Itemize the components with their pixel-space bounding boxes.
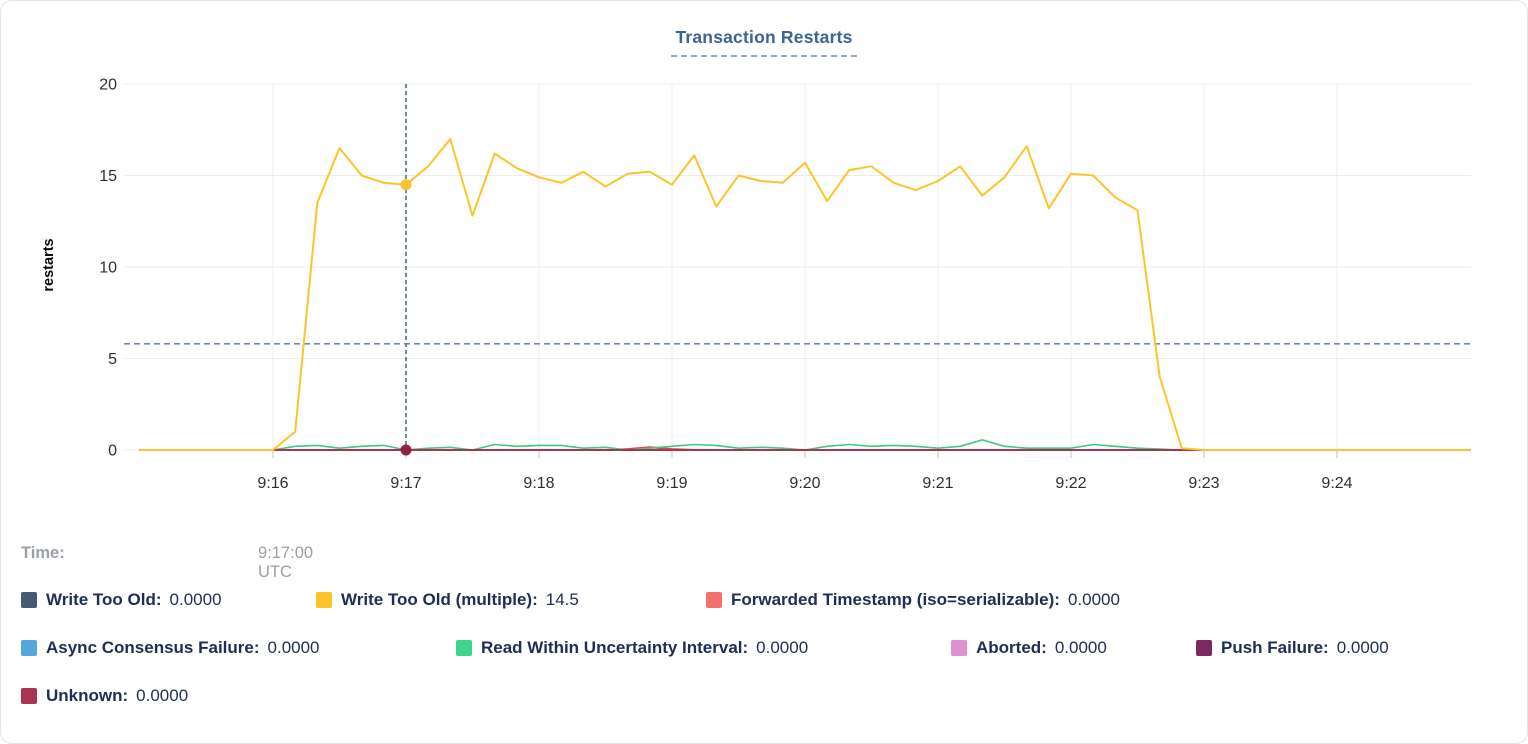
x-tick-label: 9:17 xyxy=(390,475,421,492)
hover-point xyxy=(400,179,412,191)
y-tick-label: 5 xyxy=(108,351,117,368)
legend-entry: Write Too Old: 0.0000 xyxy=(21,589,222,611)
legend-entry: Read Within Uncertainty Interval: 0.0000 xyxy=(456,637,808,659)
transaction-restarts-chart[interactable]: 0 5 10 15 20 9:16 9:17 9:18 9:19 9:20 9:21 9:22 9:23… xyxy=(1,1,1528,521)
legend-value: 0.0000 xyxy=(756,638,809,657)
legend-value: 14.5 xyxy=(545,590,579,609)
legend-swatch xyxy=(316,592,332,608)
legend-label: Read Within Uncertainty Interval: xyxy=(481,638,749,657)
x-tick-label: 9:19 xyxy=(656,475,687,492)
legend-entry: Forwarded Timestamp (iso=serializable): 0… xyxy=(706,589,1120,611)
legend-entry: Write Too Old (multiple): 14.5 xyxy=(316,589,579,611)
legend-swatch xyxy=(1196,640,1212,656)
legend-value: 0.0000 xyxy=(169,590,222,609)
legend-swatch xyxy=(21,640,37,656)
chart-header: Transaction Restarts xyxy=(1,27,1527,57)
time-value: 9:17:00 UTC xyxy=(258,544,314,581)
y-tick-label: 10 xyxy=(99,260,117,277)
legend-value: 0.0000 xyxy=(1336,638,1389,657)
x-tick-label: 9:16 xyxy=(257,475,288,492)
y-tick-label: 20 xyxy=(99,77,117,94)
legend-swatch xyxy=(21,688,37,704)
legend-value: 0.0000 xyxy=(1067,590,1120,609)
legend-entry: Aborted: 0.0000 xyxy=(951,637,1107,659)
legend-label: Async Consensus Failure: xyxy=(46,638,260,657)
legend-label: Unknown: xyxy=(46,686,129,705)
x-tick-label: 9:18 xyxy=(523,475,554,492)
legend-swatch xyxy=(456,640,472,656)
legend-entry: Async Consensus Failure: 0.0000 xyxy=(21,637,320,659)
x-tick-label: 9:23 xyxy=(1188,475,1219,492)
hover-point xyxy=(400,444,412,456)
legend-swatch xyxy=(706,592,722,608)
x-tick-label: 9:20 xyxy=(789,475,820,492)
x-tick-label: 9:21 xyxy=(922,475,953,492)
legend-swatch xyxy=(951,640,967,656)
chart-title[interactable]: Transaction Restarts xyxy=(671,27,857,57)
legend-value: 0.0000 xyxy=(267,638,320,657)
legend-label: Push Failure: xyxy=(1221,638,1329,657)
legend-entry: Push Failure: 0.0000 xyxy=(1196,637,1389,659)
legend-label: Forwarded Timestamp (iso=serializable): xyxy=(731,590,1060,609)
x-tick-label: 9:24 xyxy=(1321,475,1352,492)
legend-label: Write Too Old: xyxy=(46,590,162,609)
y-tick-label: 0 xyxy=(108,443,117,460)
legend-entry: Unknown: 0.0000 xyxy=(21,685,188,707)
time-label: Time: xyxy=(21,544,65,562)
legend-swatch xyxy=(21,592,37,608)
legend-value: 0.0000 xyxy=(136,686,189,705)
legend-label: Write Too Old (multiple): xyxy=(341,590,538,609)
legend-value: 0.0000 xyxy=(1054,638,1107,657)
y-tick-label: 15 xyxy=(99,168,117,185)
legend-label: Aborted: xyxy=(976,638,1047,657)
x-tick-label: 9:22 xyxy=(1055,475,1086,492)
series-line-write-too-old-multiple xyxy=(139,137,1471,451)
